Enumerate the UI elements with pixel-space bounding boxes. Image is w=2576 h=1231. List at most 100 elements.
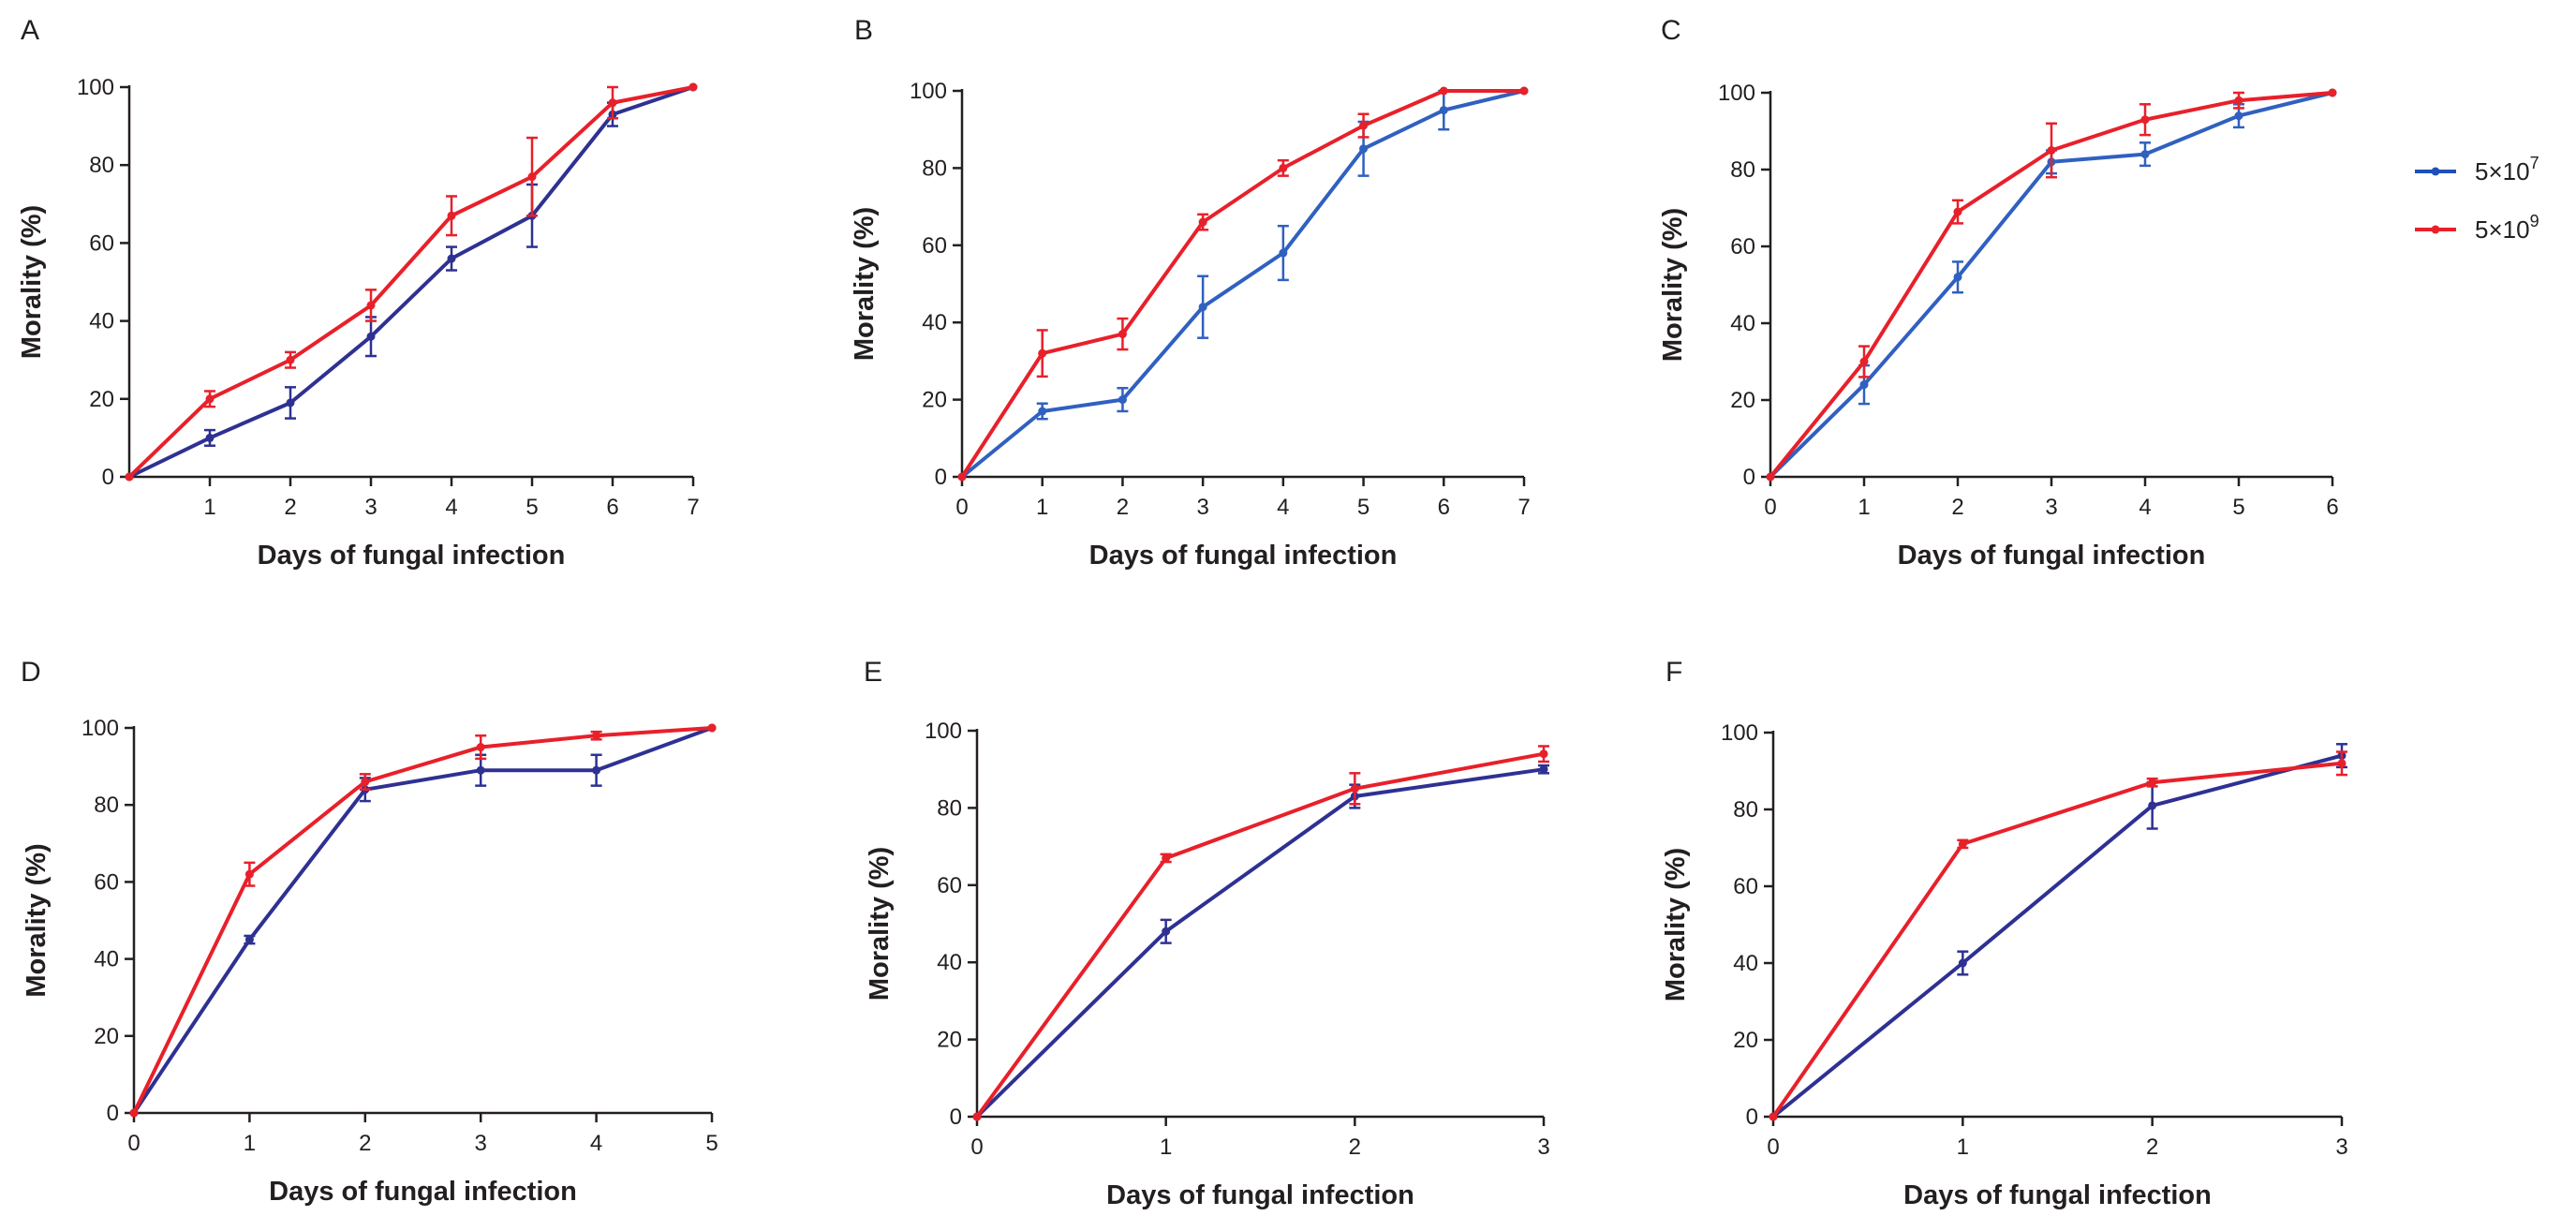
data-point (1958, 958, 1967, 968)
y-tick-label: 80 (937, 795, 962, 821)
data-point (1958, 839, 1967, 849)
data-point (1953, 207, 1962, 216)
legend-label: 5×109 (2475, 212, 2539, 244)
series-line (960, 89, 1525, 479)
y-tick-label: 40 (937, 950, 962, 975)
series-line (132, 726, 713, 1114)
data-point (592, 765, 601, 775)
x-tick-label: 3 (1537, 1135, 1549, 1160)
x-tick-label: 6 (606, 495, 618, 520)
data-point (447, 211, 456, 220)
x-tick-label: 4 (2139, 495, 2151, 520)
data-point (1038, 407, 1047, 416)
data-point (2148, 801, 2157, 810)
data-point (1198, 303, 1207, 312)
data-point (1439, 106, 1448, 115)
y-tick-label: 80 (89, 153, 114, 178)
data-point (476, 743, 485, 752)
x-tick-label: 2 (1951, 495, 1963, 520)
chart-panel-a: A 0 20 40 60 80 100 1 2 3 4 5 6 7 Days of fungal infec… (17, 15, 700, 571)
y-tick-label: 60 (94, 869, 119, 895)
data-point (1539, 764, 1548, 774)
x-tick-label: 0 (127, 1131, 140, 1156)
x-axis-title: Days of fungal infection (269, 1177, 577, 1207)
y-tick-label: 60 (1733, 874, 1758, 899)
x-tick-label: 2 (2146, 1135, 2158, 1160)
series-5e9 (125, 82, 698, 482)
y-tick-label: 100 (77, 75, 114, 100)
x-tick-label: 0 (955, 495, 968, 520)
series-line (1771, 761, 2343, 1119)
x-tick-label: 1 (203, 495, 215, 520)
data-point (1198, 217, 1207, 227)
data-point (1359, 121, 1369, 130)
x-tick-label: 2 (1117, 495, 1129, 520)
y-tick-label: 80 (1733, 797, 1758, 823)
x-tick-label: 7 (1517, 495, 1530, 520)
x-tick-label: 6 (1438, 495, 1450, 520)
data-point (527, 172, 537, 182)
x-axis-title: Days of fungal infection (1903, 1180, 2212, 1210)
y-tick-label: 40 (89, 309, 114, 334)
data-point (1038, 349, 1047, 358)
data-point (1766, 472, 1775, 482)
series-5e9 (1766, 88, 2337, 482)
x-tick-label: 2 (1349, 1135, 1361, 1160)
panel-letter: E (864, 657, 882, 688)
y-tick-label: 20 (937, 1028, 962, 1053)
x-tick-label: 4 (590, 1131, 602, 1156)
data-point (1859, 357, 1869, 366)
chart-panel-d: D 0 20 40 60 80 100 0 1 2 3 4 5 Days of fungal infect… (21, 657, 718, 1207)
y-tick-label: 60 (1730, 234, 1755, 260)
y-tick-label: 100 (925, 719, 962, 744)
x-tick-label: 0 (1767, 1135, 1779, 1160)
y-tick-label: 80 (1730, 157, 1755, 183)
series-5e7 (129, 723, 717, 1118)
chart-panel-f: F 0 20 40 60 80 100 0 1 2 3 Days of fungal infectio… (1661, 657, 2348, 1210)
data-point (972, 1112, 982, 1121)
data-point (366, 301, 376, 310)
data-point (1519, 86, 1529, 96)
x-tick-label: 6 (2326, 495, 2338, 520)
x-axis-title: Days of fungal infection (1898, 541, 2206, 571)
data-point (366, 332, 376, 341)
legend-exponent: 7 (2530, 154, 2539, 172)
series-5e9 (129, 723, 717, 1118)
data-point (286, 355, 295, 364)
series-5e9 (972, 745, 1549, 1121)
series-line (975, 767, 1545, 1119)
panel-letter: A (21, 15, 39, 46)
data-point (205, 433, 215, 442)
x-tick-label: 3 (2045, 495, 2057, 520)
x-tick-label: 0 (970, 1135, 983, 1160)
data-point (1118, 395, 1127, 405)
series-line (132, 726, 713, 1115)
series-line (128, 85, 694, 479)
x-tick-label: 1 (1957, 1135, 1969, 1160)
data-point (592, 731, 601, 740)
data-point (2148, 778, 2157, 787)
y-tick-label: 80 (922, 156, 947, 181)
x-tick-label: 7 (687, 495, 699, 520)
data-point (361, 778, 370, 787)
data-point (1539, 749, 1548, 759)
panel-letter: B (854, 15, 873, 46)
series-5e9 (957, 86, 1529, 482)
series-line (975, 751, 1545, 1119)
series-5e7 (957, 86, 1529, 482)
data-point (2047, 146, 2056, 155)
data-point (1859, 380, 1869, 390)
x-tick-label: 2 (359, 1131, 371, 1156)
y-tick-label: 20 (89, 387, 114, 412)
data-point (1162, 853, 1171, 863)
y-tick-label: 40 (922, 310, 947, 335)
data-point (688, 82, 698, 92)
data-point (1118, 330, 1127, 339)
series-5e7 (1769, 743, 2347, 1121)
x-tick-label: 3 (1196, 495, 1208, 520)
data-point (1359, 144, 1369, 154)
data-point (125, 472, 134, 482)
data-point (1279, 163, 1288, 172)
